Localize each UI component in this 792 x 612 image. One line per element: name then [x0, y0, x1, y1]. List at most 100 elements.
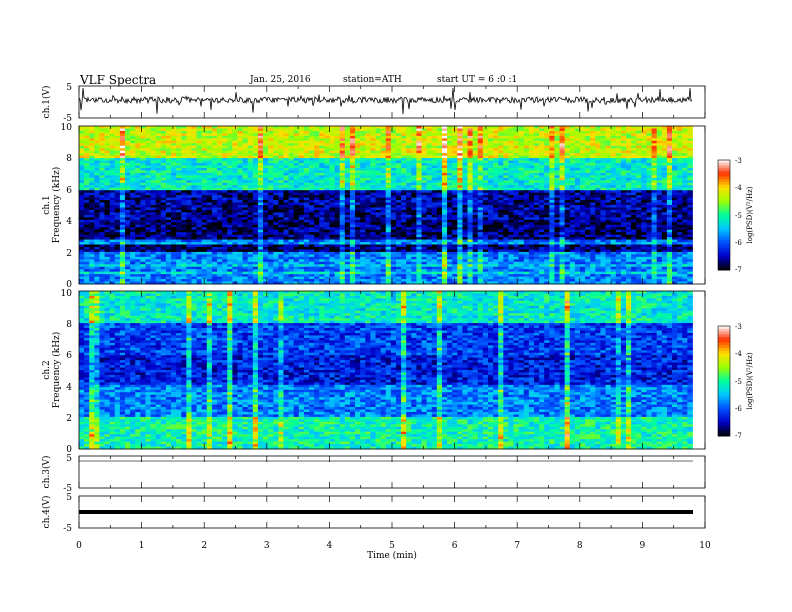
spectrogram-cell	[232, 256, 238, 260]
spectrogram-cell	[293, 158, 300, 161]
spectrogram-cell	[201, 224, 208, 228]
spectrogram-cell	[309, 246, 315, 250]
spectrogram-cell	[349, 128, 356, 132]
spectrogram-cell	[472, 195, 479, 198]
spectrogram-cell	[104, 175, 111, 179]
spectrogram-cell	[217, 261, 223, 265]
spectrogram-cell	[119, 279, 126, 282]
spectrogram-cell	[104, 163, 111, 166]
spectrogram-cell	[324, 192, 330, 196]
spectrogram-cell	[104, 249, 111, 253]
spectrogram-cell	[191, 205, 197, 208]
spectrogram-cell	[89, 261, 95, 265]
spectrogram-cell	[370, 153, 376, 157]
spectrogram-cell	[395, 167, 402, 171]
spectrogram-cell	[257, 232, 264, 236]
spectrogram-cell	[211, 251, 218, 255]
spectrogram-cell	[395, 195, 402, 198]
spectrogram-cell	[349, 190, 356, 194]
spectrogram-cell	[339, 234, 346, 238]
spectrogram-cell	[125, 145, 131, 149]
spectrogram-cell	[447, 202, 453, 206]
spectrogram-cell	[303, 202, 310, 206]
spectrogram-cell	[232, 145, 238, 149]
spectrogram-cell	[247, 192, 254, 196]
spectrogram-cell	[406, 133, 412, 137]
spectrogram-cell	[324, 251, 330, 255]
spectrogram-cell	[334, 167, 341, 171]
spectrogram-cell	[119, 256, 126, 260]
spectrogram-cell	[457, 237, 463, 240]
spectrogram-cell	[436, 261, 443, 265]
spectrogram-cell	[447, 217, 453, 221]
spectrogram-cell	[319, 172, 325, 176]
spectrogram-cell	[268, 170, 274, 174]
spectrogram-cell	[165, 222, 172, 226]
spectrogram-cell	[334, 145, 341, 149]
spectrogram-cell	[130, 180, 136, 184]
spectrogram-cell	[109, 274, 116, 277]
spectrogram-cell	[309, 202, 315, 206]
spectrogram-cell	[462, 217, 468, 221]
spectrogram-cell	[324, 261, 330, 265]
spectrogram-cell	[355, 217, 361, 221]
spectrogram-cell	[406, 140, 412, 144]
spectrogram-cell	[401, 165, 407, 169]
spectrogram-cell	[186, 209, 192, 213]
spectrogram-cell	[99, 185, 105, 189]
spectrogram-cell	[130, 130, 136, 134]
spectrogram-cell	[165, 187, 172, 191]
spectrogram-cell	[104, 276, 111, 280]
spectrogram-cell	[472, 135, 479, 139]
spectrogram-cell	[390, 133, 397, 137]
spectrogram-cell	[421, 143, 428, 147]
spectrogram-cell	[334, 212, 341, 216]
spectrogram-cell	[99, 128, 105, 132]
spectrogram-cell	[390, 138, 397, 142]
spectrogram-cell	[211, 222, 218, 226]
spectrogram-cell	[390, 160, 397, 164]
spectrogram-cell	[288, 222, 295, 226]
spectrogram-cell	[99, 274, 105, 277]
spectrogram-cell	[293, 246, 300, 250]
spectrogram-cell	[441, 128, 448, 132]
spectrogram-cell	[467, 266, 474, 270]
spectrogram-cell	[242, 192, 249, 196]
spectrogram-cell	[431, 214, 438, 218]
spectrogram-cell	[84, 269, 90, 273]
spectrogram-cell	[390, 244, 397, 248]
spectrogram-cell	[324, 138, 330, 142]
spectrogram-cell	[457, 212, 463, 216]
spectrogram-cell	[99, 271, 105, 275]
spectrogram-cell	[237, 222, 243, 226]
spectrogram-cell	[145, 153, 151, 157]
spectrogram-cell	[344, 242, 351, 245]
spectrogram-cell	[165, 279, 172, 282]
spectrogram-cell	[380, 254, 387, 258]
spectrogram-cell	[395, 177, 402, 181]
spectrogram-cell	[217, 227, 223, 231]
spectrogram-cell	[196, 175, 203, 179]
spectrogram-cell	[395, 190, 402, 194]
spectrogram-cell	[349, 227, 356, 231]
date-label: Jan. 25, 2016	[249, 75, 311, 85]
spectrogram-cell	[217, 155, 223, 159]
spectrogram-cell	[201, 195, 208, 198]
spectrogram-cell	[309, 212, 315, 216]
spectrogram-cell	[436, 205, 443, 208]
spectrogram-cell	[385, 266, 392, 270]
spectrogram-cell	[278, 145, 284, 149]
spectrogram-cell	[349, 177, 356, 181]
spectrogram-cell	[314, 175, 320, 179]
spectrogram-cell	[99, 133, 105, 137]
spectrogram-cell	[252, 167, 259, 171]
spectrogram-cell	[227, 170, 233, 174]
spectrogram-cell	[104, 185, 111, 189]
spectrogram-cell	[349, 269, 356, 273]
spectrogram-cell	[201, 148, 208, 152]
spectrogram-cell	[298, 155, 305, 159]
spectrogram-cell	[421, 130, 428, 134]
spectrogram-cell	[237, 128, 243, 132]
spectrogram-cell	[441, 251, 448, 255]
spectrogram-cell	[201, 271, 208, 275]
